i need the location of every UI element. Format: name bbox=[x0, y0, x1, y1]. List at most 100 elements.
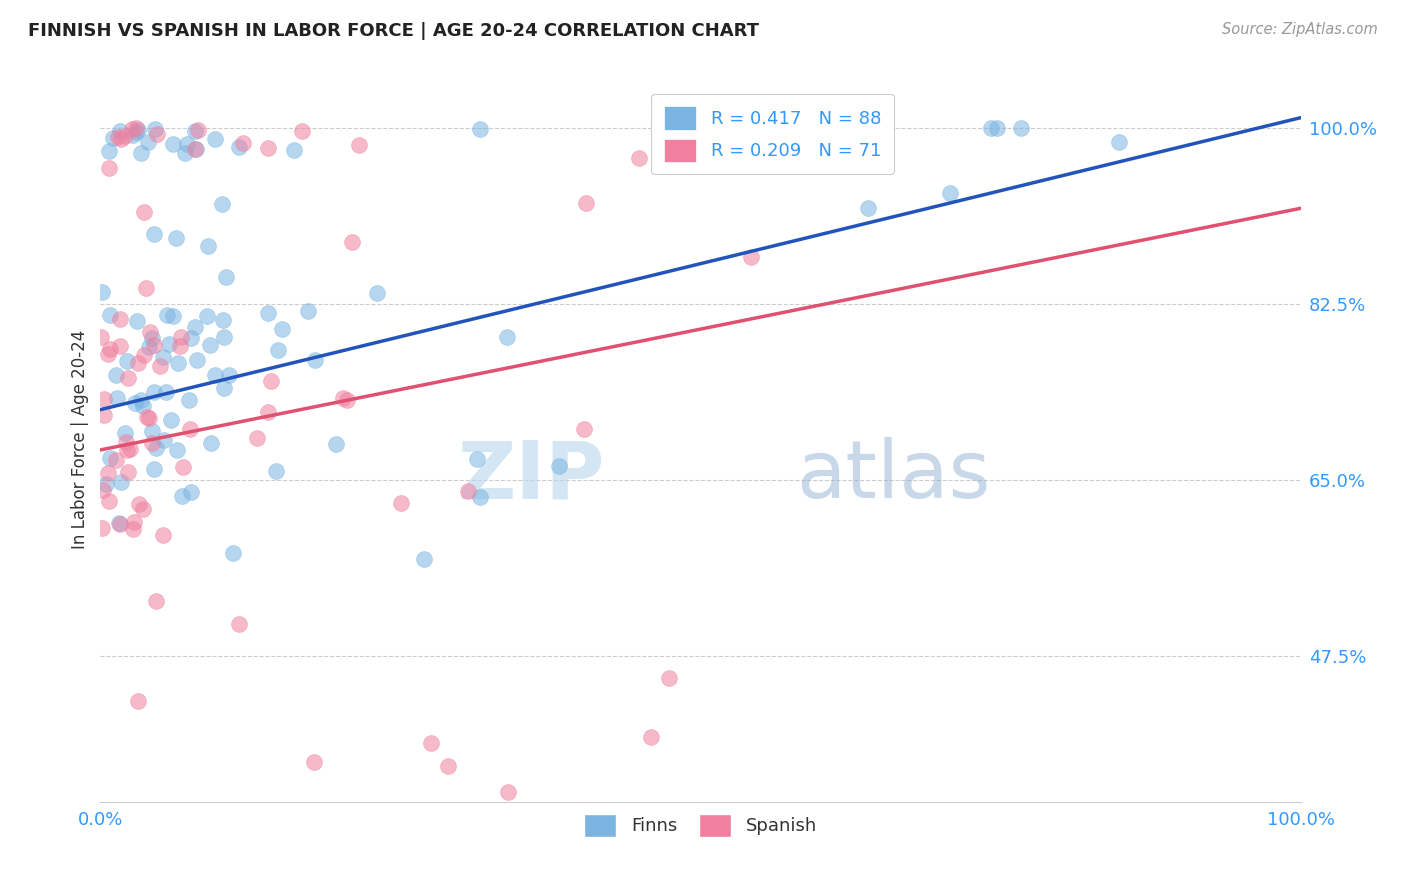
Point bbox=[198, 338, 221, 352]
Point bbox=[302, 755, 325, 769]
Point bbox=[187, 123, 209, 137]
Point bbox=[575, 195, 598, 210]
Point bbox=[195, 310, 218, 324]
Point bbox=[141, 436, 163, 450]
Point bbox=[115, 442, 138, 457]
Point bbox=[628, 151, 651, 165]
Point bbox=[90, 330, 112, 344]
Point bbox=[496, 784, 519, 798]
Point bbox=[129, 393, 152, 408]
Point bbox=[129, 145, 152, 160]
Point bbox=[93, 408, 115, 422]
Point bbox=[197, 239, 219, 253]
Point bbox=[496, 330, 519, 344]
Point bbox=[291, 124, 314, 138]
Point bbox=[125, 125, 148, 139]
Point bbox=[179, 422, 201, 436]
Point bbox=[93, 483, 115, 497]
Point bbox=[110, 475, 132, 490]
Point bbox=[212, 381, 235, 395]
Point bbox=[97, 161, 120, 175]
Point bbox=[184, 142, 207, 156]
Point bbox=[97, 467, 120, 481]
Point bbox=[105, 368, 128, 382]
Point bbox=[90, 285, 112, 299]
Point bbox=[138, 340, 160, 354]
Point bbox=[127, 122, 149, 136]
Point bbox=[152, 433, 174, 447]
Point bbox=[167, 356, 190, 370]
Point bbox=[166, 443, 188, 458]
Point bbox=[200, 436, 222, 450]
Point bbox=[174, 145, 197, 160]
Point bbox=[97, 144, 120, 158]
Point bbox=[413, 551, 436, 566]
Point bbox=[658, 671, 681, 685]
Point bbox=[572, 422, 595, 436]
Point bbox=[180, 331, 202, 345]
Point bbox=[260, 374, 283, 388]
Text: atlas: atlas bbox=[797, 437, 991, 515]
Point bbox=[121, 128, 143, 142]
Point bbox=[232, 136, 254, 150]
Point bbox=[117, 465, 139, 479]
Point bbox=[457, 484, 479, 499]
Text: ZIP: ZIP bbox=[457, 437, 605, 515]
Point bbox=[264, 464, 287, 478]
Point bbox=[98, 308, 121, 322]
Point bbox=[108, 516, 131, 530]
Point bbox=[256, 405, 278, 419]
Point bbox=[138, 411, 160, 425]
Point bbox=[152, 528, 174, 542]
Point bbox=[325, 437, 347, 451]
Point bbox=[115, 354, 138, 368]
Point bbox=[640, 731, 662, 745]
Point bbox=[108, 124, 131, 138]
Point bbox=[96, 476, 118, 491]
Point bbox=[986, 120, 1008, 135]
Point bbox=[336, 392, 359, 407]
Point bbox=[212, 313, 235, 327]
Point bbox=[468, 121, 491, 136]
Point bbox=[218, 368, 240, 383]
Point bbox=[257, 141, 280, 155]
Point bbox=[125, 313, 148, 327]
Point bbox=[118, 442, 141, 456]
Point bbox=[437, 758, 460, 772]
Point bbox=[170, 330, 193, 344]
Point bbox=[117, 370, 139, 384]
Point bbox=[93, 392, 115, 407]
Point bbox=[856, 201, 879, 215]
Point bbox=[159, 413, 181, 427]
Point bbox=[332, 391, 354, 405]
Point bbox=[366, 285, 388, 300]
Point bbox=[228, 140, 250, 154]
Point bbox=[134, 205, 156, 219]
Point bbox=[180, 484, 202, 499]
Point bbox=[156, 309, 179, 323]
Point bbox=[204, 368, 226, 383]
Point bbox=[169, 339, 191, 353]
Point bbox=[839, 138, 862, 153]
Y-axis label: In Labor Force | Age 20-24: In Labor Force | Age 20-24 bbox=[72, 330, 89, 549]
Point bbox=[138, 325, 160, 339]
Point bbox=[101, 131, 124, 145]
Point bbox=[183, 320, 205, 334]
Point bbox=[105, 391, 128, 405]
Point bbox=[98, 451, 121, 466]
Point bbox=[165, 231, 187, 245]
Point bbox=[304, 352, 326, 367]
Point bbox=[297, 304, 319, 318]
Point bbox=[347, 137, 370, 152]
Text: FINNISH VS SPANISH IN LABOR FORCE | AGE 20-24 CORRELATION CHART: FINNISH VS SPANISH IN LABOR FORCE | AGE … bbox=[28, 22, 759, 40]
Point bbox=[1108, 135, 1130, 149]
Point bbox=[135, 410, 157, 425]
Point bbox=[228, 616, 250, 631]
Point bbox=[155, 385, 177, 400]
Point bbox=[221, 546, 243, 560]
Point bbox=[184, 142, 207, 156]
Point bbox=[142, 337, 165, 351]
Point bbox=[108, 339, 131, 353]
Point bbox=[114, 426, 136, 441]
Point bbox=[389, 496, 412, 510]
